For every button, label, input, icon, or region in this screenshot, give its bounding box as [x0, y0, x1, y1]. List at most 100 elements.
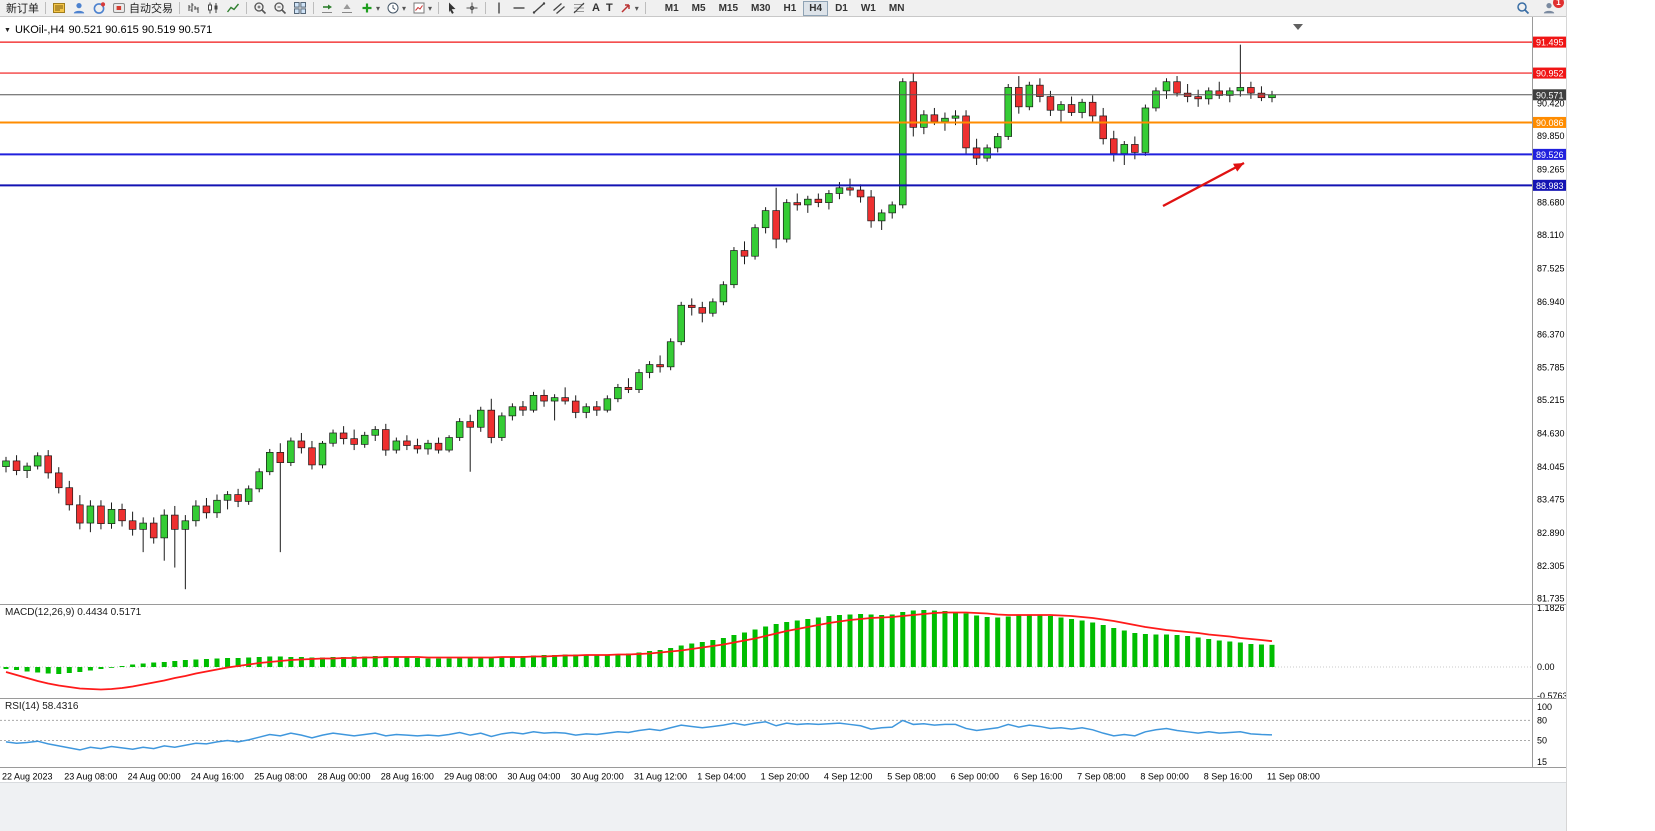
timeframe-button-W1[interactable]: W1 — [855, 1, 882, 16]
time-axis-label: 8 Sep 16:00 — [1204, 772, 1253, 782]
price-tick-label: 87.525 — [1537, 263, 1565, 273]
bottom-panel-area — [0, 782, 1566, 831]
timeframe-button-M30[interactable]: M30 — [745, 1, 776, 16]
cursor-button[interactable] — [442, 0, 462, 16]
time-axis-label: 28 Aug 00:00 — [318, 772, 371, 782]
chevron-down-icon: ▾ — [402, 3, 407, 13]
chart-title-ohlc: 90.521 90.615 90.519 90.571 — [68, 24, 213, 36]
chart-shift-icon — [342, 4, 352, 13]
price-tick-label: 89.265 — [1537, 164, 1565, 174]
price-tick-label: 86.370 — [1537, 329, 1565, 339]
bar-chart-icon — [188, 3, 199, 13]
chevron-down-icon: ▾ — [428, 3, 433, 13]
search-button[interactable] — [1513, 0, 1533, 16]
price-tick-label: 85.785 — [1537, 363, 1565, 373]
market-watch-button[interactable] — [49, 0, 69, 16]
text-tool-button[interactable]: A — [589, 0, 603, 16]
notifications-button[interactable]: 1 — [1539, 0, 1564, 16]
community-icon — [93, 2, 106, 14]
time-axis-label: 22 Aug 2023 — [2, 772, 53, 782]
trendline-tool-button[interactable] — [529, 0, 549, 16]
time-axis-label: 1 Sep 20:00 — [761, 772, 810, 782]
indicators-add-icon — [362, 3, 372, 13]
rsi-pane: 100 80 50 15 — [0, 702, 1552, 767]
bar-chart-button[interactable] — [183, 0, 203, 16]
timeframe-button-M1[interactable]: M1 — [659, 1, 685, 16]
label-tool-icon: T — [606, 2, 613, 14]
chart-shift-button[interactable] — [337, 0, 357, 16]
community-button[interactable] — [89, 0, 109, 16]
horizontal-line-tool-button[interactable] — [509, 0, 529, 16]
rsi-tick-label: 100 — [1537, 702, 1552, 712]
main-chart-plot[interactable]: 90.420 89.850 89.265 88.680 88.110 87.525 86.9… — [0, 17, 1566, 782]
time-axis-label: 23 Aug 08:00 — [64, 772, 117, 782]
time-axis-label: 29 Aug 08:00 — [444, 772, 497, 782]
price-tick-label: 85.215 — [1537, 395, 1565, 405]
rsi-tick-label: 15 — [1537, 757, 1547, 767]
indicators-button[interactable]: ▾ — [357, 0, 383, 16]
tile-windows-icon — [294, 2, 306, 14]
macd-tick-label: 1.1826 — [1537, 603, 1565, 613]
toolbar-separator — [313, 2, 314, 14]
level-price-badge: 90.952 — [1536, 69, 1564, 79]
time-axis-label: 24 Aug 16:00 — [191, 772, 244, 782]
toolbar-separator — [179, 2, 180, 14]
candlestick-chart-button[interactable] — [203, 0, 223, 16]
time-axis-label: 24 Aug 00:00 — [128, 772, 181, 782]
current-price-badge-bg — [1533, 89, 1566, 101]
level-price-badge-bg — [1533, 116, 1566, 128]
toolbar-separator — [246, 2, 247, 14]
toolbar-separator — [644, 2, 646, 14]
label-tool-button[interactable]: T — [603, 0, 616, 16]
auto-scroll-button[interactable] — [317, 0, 337, 16]
zoom-in-button[interactable] — [250, 0, 270, 16]
vertical-line-tool-button[interactable] — [489, 0, 509, 16]
level-price-badge: 90.086 — [1536, 118, 1564, 128]
templates-button[interactable]: ▾ — [409, 0, 435, 16]
price-tick-label: 88.680 — [1537, 198, 1565, 208]
time-axis-label: 28 Aug 16:00 — [381, 772, 434, 782]
price-tick-label: 86.940 — [1537, 297, 1565, 307]
chart-shift-marker[interactable] — [1293, 24, 1303, 30]
timeframe-button-H4[interactable]: H4 — [803, 0, 829, 16]
shapes-tool-button[interactable]: ▾ — [616, 0, 642, 16]
one-click-trading-toggle[interactable]: ▼ — [4, 26, 11, 34]
cursor-icon — [449, 2, 456, 14]
macd-pane: 1.1826 0.00 -0.5763 — [0, 603, 1566, 701]
time-axis-label: 30 Aug 04:00 — [507, 772, 560, 782]
timeframe-button-D1[interactable]: D1 — [829, 1, 854, 16]
time-axis-label: 11 Sep 08:00 — [1267, 772, 1320, 782]
horizontal-line-icon — [513, 7, 525, 9]
price-tick-label: 82.890 — [1537, 528, 1565, 538]
tile-windows-button[interactable] — [290, 0, 310, 16]
time-axis-label: 1 Sep 04:00 — [697, 772, 746, 782]
line-chart-button[interactable] — [223, 0, 243, 16]
time-axis-label: 8 Sep 00:00 — [1140, 772, 1189, 782]
fibonacci-tool-button[interactable] — [569, 0, 589, 16]
level-price-badge-bg — [1533, 148, 1566, 160]
timeframe-button-MN[interactable]: MN — [883, 1, 911, 16]
timeframe-toolbar: M1 M5 M15 M30 H1 H4 D1 W1 MN — [659, 0, 911, 16]
timeframe-button-M15[interactable]: M15 — [713, 1, 744, 16]
time-axis-label: 4 Sep 12:00 — [824, 772, 873, 782]
price-scale[interactable]: 90.420 89.850 89.265 88.680 88.110 87.525 86.9… — [1532, 17, 1567, 767]
channel-tool-button[interactable] — [549, 0, 569, 16]
toolbar-separator — [485, 2, 487, 14]
channel-icon — [553, 3, 565, 14]
macd-signal-line — [5, 611, 1273, 691]
new-order-button[interactable]: 新订单 — [3, 0, 42, 16]
annotation-arrow[interactable] — [1162, 161, 1245, 208]
clock-icon — [387, 2, 399, 14]
level-price-badge: 89.526 — [1536, 150, 1564, 160]
candlestick-chart-icon — [208, 2, 218, 14]
profile-button[interactable] — [69, 0, 89, 16]
time-axis[interactable]: 22 Aug 2023 23 Aug 08:00 24 Aug 00:00 24 Au… — [2, 772, 1320, 782]
crosshair-button[interactable] — [462, 0, 482, 16]
periods-button[interactable]: ▾ — [383, 0, 409, 16]
new-order-label: 新订单 — [6, 3, 39, 15]
zoom-out-button[interactable] — [270, 0, 290, 16]
autotrading-button[interactable]: 自动交易 — [109, 0, 176, 16]
level-price-badge: 88.983 — [1536, 181, 1564, 191]
timeframe-button-H1[interactable]: H1 — [777, 1, 802, 16]
timeframe-button-M5[interactable]: M5 — [686, 1, 712, 16]
